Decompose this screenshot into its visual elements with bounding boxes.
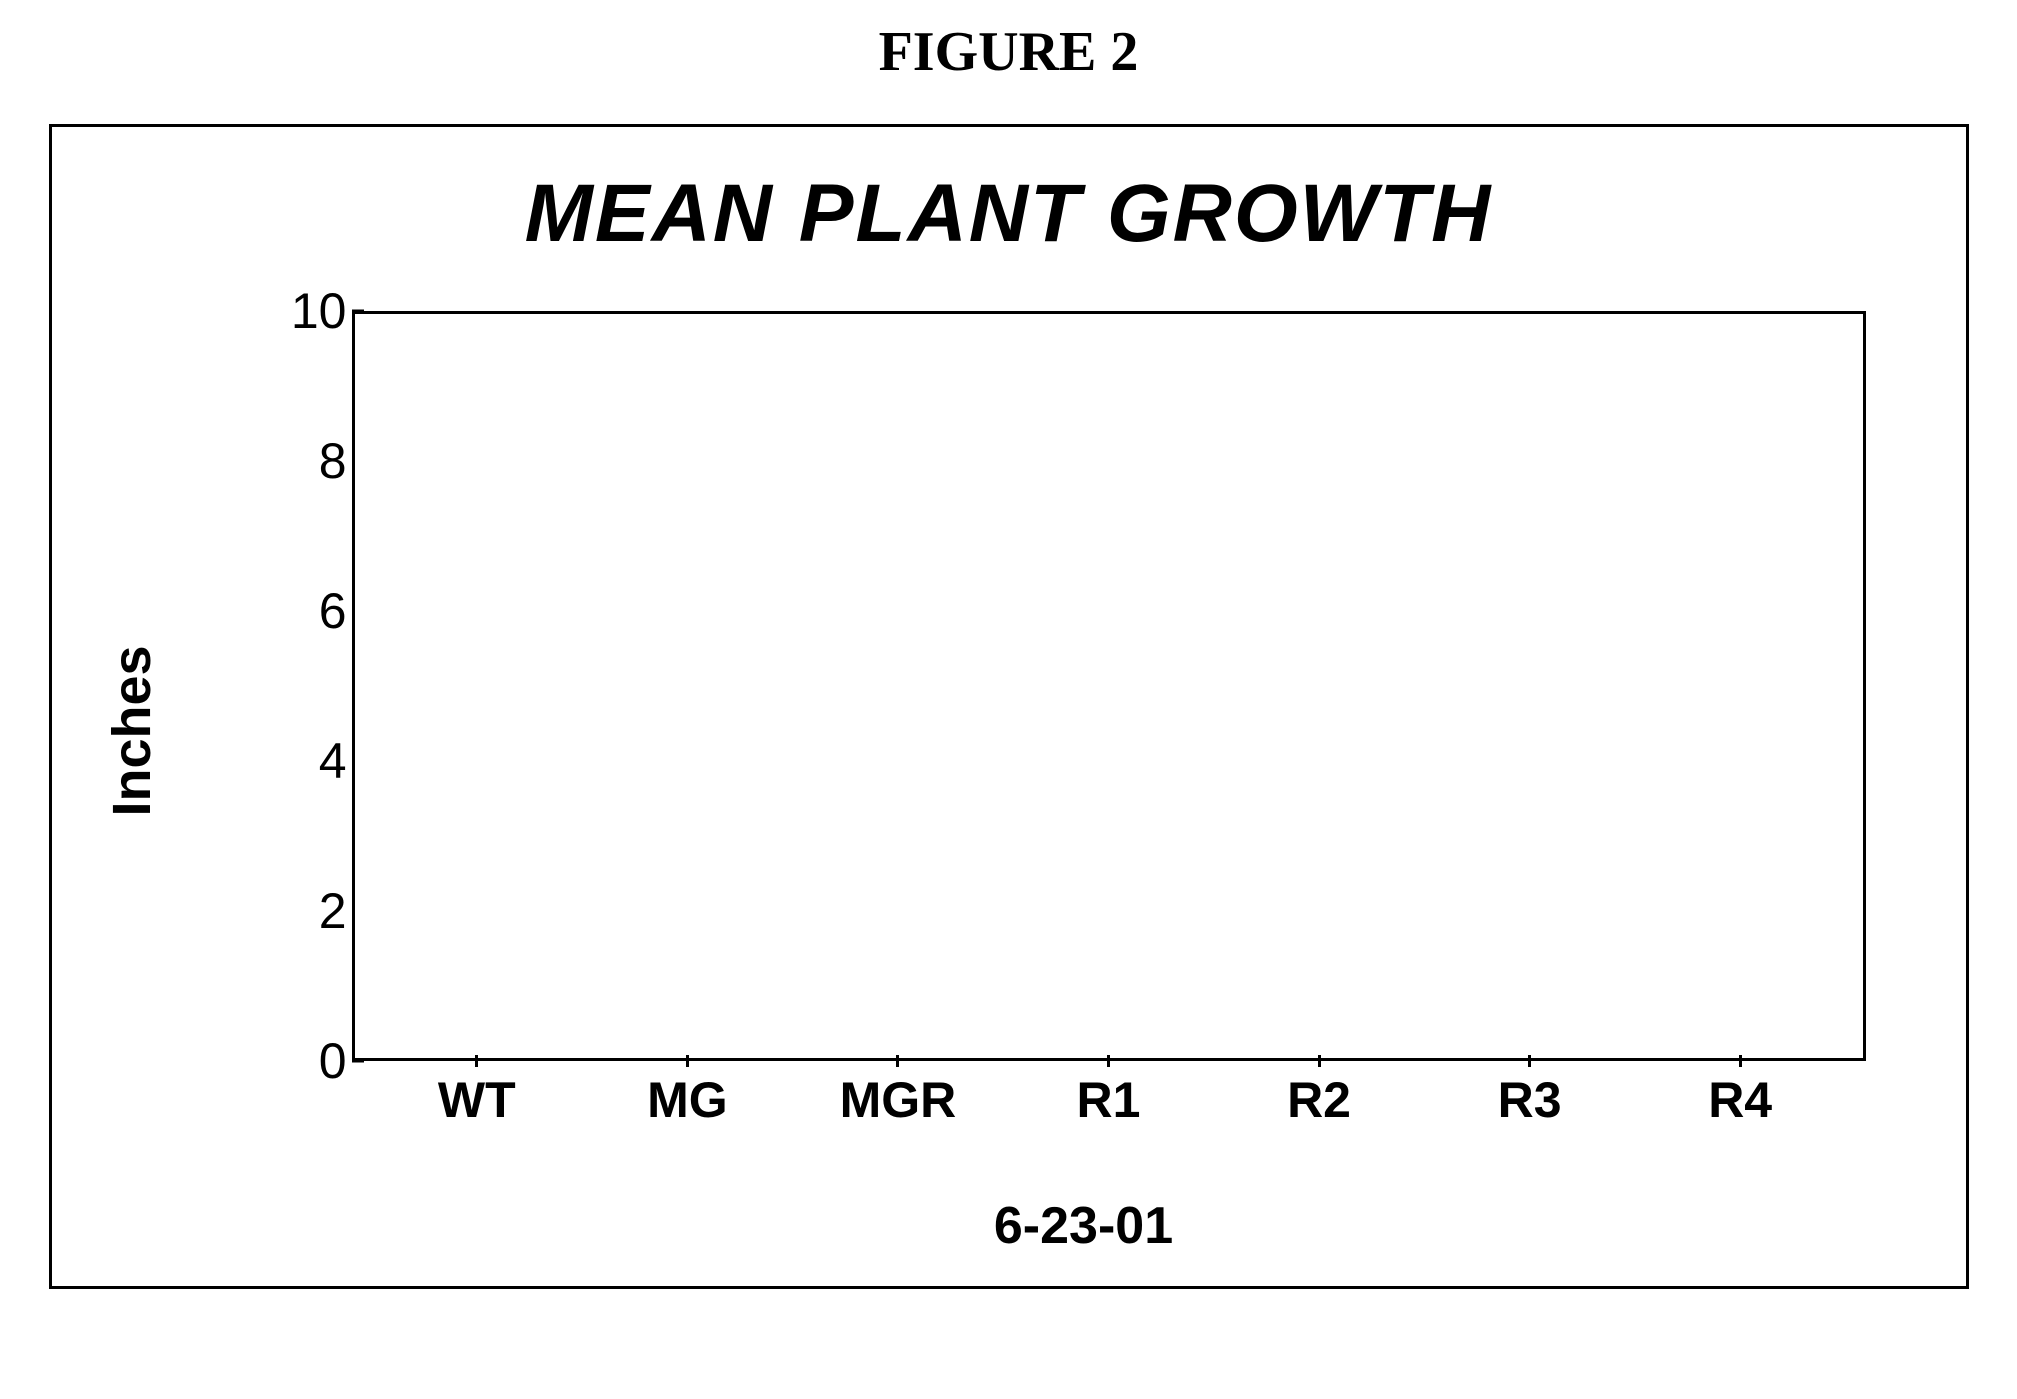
x-labels-row: WTMGMGRR1R2R3R4 bbox=[352, 1071, 1866, 1151]
x-category-label: WT bbox=[381, 1071, 573, 1151]
x-tick bbox=[1644, 1052, 1836, 1064]
chart-area: Inches 0246810 WTMGMGRR1R2R3R4 bbox=[152, 281, 1896, 1181]
chart-outer-border: MEAN PLANT GROWTH Inches 0 2 4 6 8 10 WTMGMGR… bbox=[49, 124, 1969, 1289]
x-category-label: MG bbox=[592, 1071, 784, 1151]
y-axis-label: Inches bbox=[101, 645, 163, 816]
x-tick bbox=[381, 1052, 573, 1064]
y-tick-label: 8 bbox=[252, 432, 347, 490]
bars-container bbox=[355, 314, 1863, 1058]
x-category-label: MGR bbox=[802, 1071, 994, 1151]
x-tick-marks bbox=[352, 1052, 1866, 1064]
x-category-label: R4 bbox=[1644, 1071, 1836, 1151]
chart-title: MEAN PLANT GROWTH bbox=[92, 167, 1926, 261]
x-tick-line bbox=[475, 1055, 478, 1067]
x-tick-line bbox=[686, 1055, 689, 1067]
x-category-label: R2 bbox=[1223, 1071, 1415, 1151]
x-tick bbox=[802, 1052, 994, 1064]
x-category-label: R1 bbox=[1013, 1071, 1205, 1151]
x-category-label: R3 bbox=[1434, 1071, 1626, 1151]
x-tick-line bbox=[1107, 1055, 1110, 1067]
x-tick-line bbox=[896, 1055, 899, 1067]
plot-area bbox=[352, 311, 1866, 1061]
plot-column: 0 2 4 6 8 10 WTMGMGRR1R2R3R4 bbox=[252, 281, 1896, 1181]
x-tick-line bbox=[1318, 1055, 1321, 1067]
y-tick-label: 0 bbox=[252, 1032, 347, 1090]
x-axis-label: 6-23-01 bbox=[242, 1196, 1926, 1256]
x-tick bbox=[592, 1052, 784, 1064]
x-tick bbox=[1013, 1052, 1205, 1064]
figure-caption: FIGURE 2 bbox=[20, 20, 1997, 84]
x-tick bbox=[1223, 1052, 1415, 1064]
y-tick-label: 6 bbox=[252, 582, 347, 640]
y-tick-label: 2 bbox=[252, 882, 347, 940]
x-tick-line bbox=[1528, 1055, 1531, 1067]
x-tick bbox=[1434, 1052, 1626, 1064]
y-tick-label: 10 bbox=[252, 282, 347, 340]
y-tick-label: 4 bbox=[252, 732, 347, 790]
x-tick-line bbox=[1739, 1055, 1742, 1067]
